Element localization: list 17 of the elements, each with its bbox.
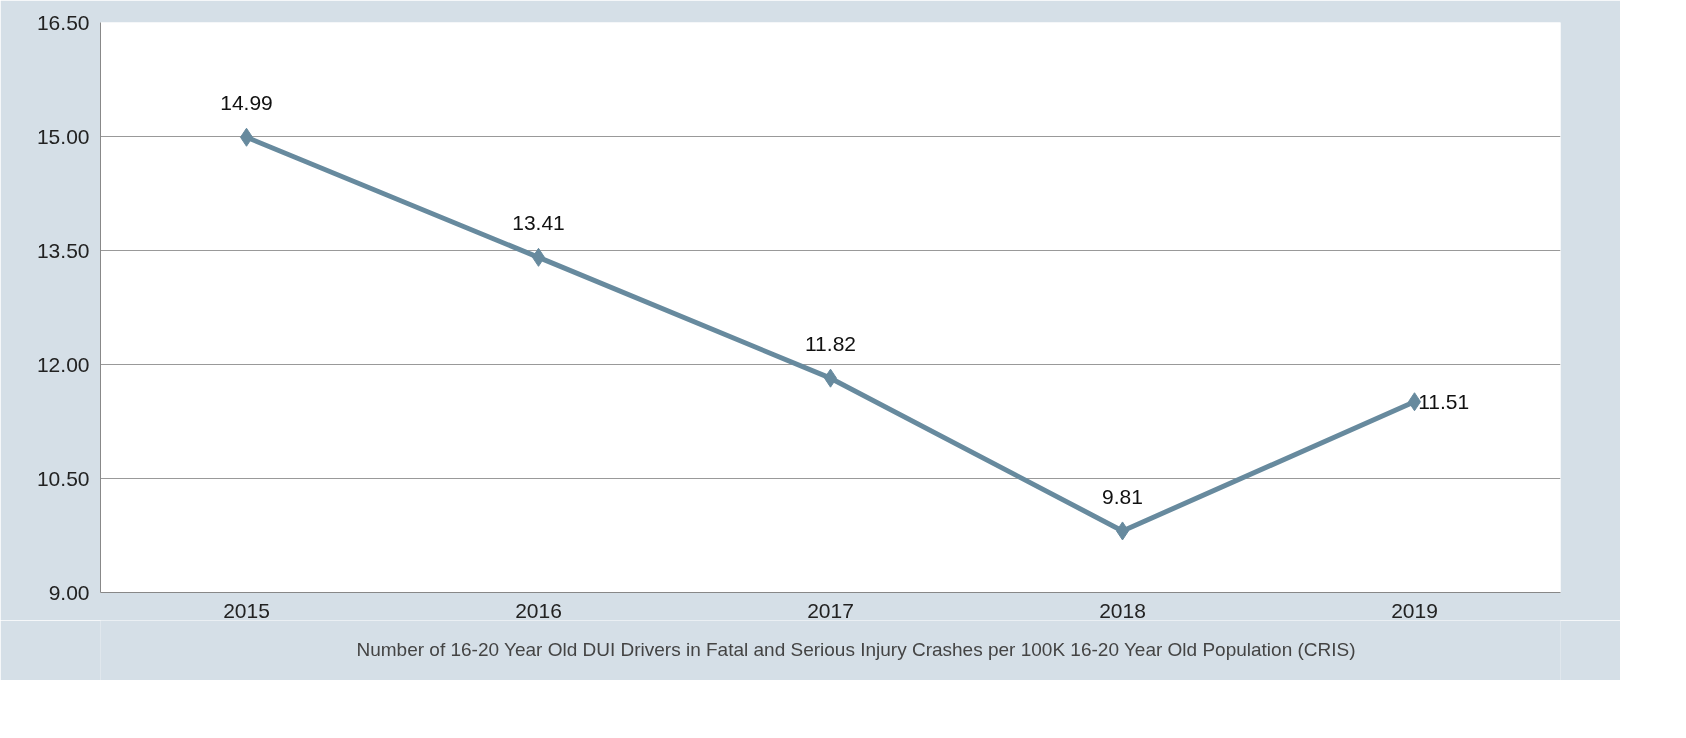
x-tick-label: 2018	[1099, 598, 1146, 622]
data-label: 9.81	[1102, 484, 1143, 508]
y-tick-label: 9.00	[48, 580, 90, 604]
y-tick-label: 13.50	[36, 238, 90, 262]
y-tick-label: 15.00	[36, 124, 90, 148]
x-tick-label: 2016	[515, 598, 562, 622]
data-label: 13.41	[512, 211, 565, 235]
x-tick-label: 2015	[223, 598, 270, 622]
data-label: 11.82	[805, 331, 856, 355]
x-tick-label: 2019	[1391, 598, 1438, 622]
y-tick-label: 16.50	[36, 10, 90, 34]
data-label: 14.99	[220, 91, 273, 115]
data-label: 11.51	[1418, 389, 1470, 413]
y-tick-label: 10.50	[36, 466, 90, 490]
y-tick-label: 12.00	[36, 352, 90, 376]
x-tick-label: 2017	[807, 598, 854, 622]
text: Number of 16-20 Year Old DUI Drivers in Fatal and Serious Injury Crashes per 100K 16-20 Year Old Population (CRIS)	[356, 639, 1356, 661]
